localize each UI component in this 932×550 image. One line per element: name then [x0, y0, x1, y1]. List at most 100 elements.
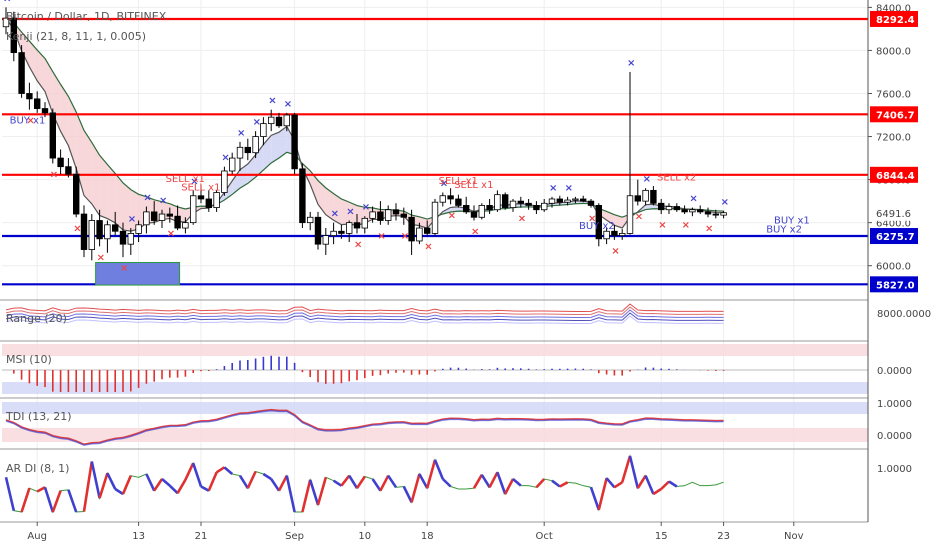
level-badge-bg	[870, 228, 918, 245]
candle	[236, 146, 244, 159]
candle	[65, 166, 72, 175]
candle	[143, 211, 150, 226]
cloud-fill	[279, 126, 287, 159]
sell-marker: ×	[611, 246, 619, 257]
grid	[2, 0, 868, 522]
candle	[182, 222, 189, 229]
ardi-segment	[480, 474, 491, 489]
candle	[2, 17, 10, 28]
buy-marker: ×	[221, 153, 229, 164]
candle	[158, 213, 166, 221]
candle	[377, 211, 384, 221]
tdi-line-blue	[5, 410, 724, 446]
ardi-segment	[644, 475, 655, 495]
cloud-fill	[107, 164, 116, 223]
x-tick-label: 15	[655, 531, 668, 542]
cloud-fill	[614, 214, 623, 228]
candle	[400, 213, 407, 218]
buy-marker: ×	[268, 96, 276, 107]
candle	[486, 205, 493, 211]
candle	[88, 220, 95, 250]
ardi-segment	[223, 466, 234, 475]
buy-marker: ×	[689, 194, 697, 205]
level-badge: 6275.7	[870, 228, 918, 245]
level-badge: 5827.0	[870, 276, 918, 293]
ardi-segment	[43, 486, 55, 513]
buy-marker: ×	[721, 197, 729, 208]
candle	[455, 198, 462, 206]
buy-marker: ×	[346, 207, 354, 218]
buy-marker: ×	[565, 183, 573, 194]
level-badge-bg	[870, 204, 918, 221]
candle	[626, 195, 634, 234]
sell-marker: ×	[97, 252, 105, 263]
ardi-segment	[636, 474, 647, 489]
candle	[361, 217, 368, 229]
candle	[49, 112, 56, 159]
candle	[720, 212, 727, 216]
candle	[416, 227, 423, 242]
candle	[150, 211, 158, 221]
cloud-fill	[263, 135, 272, 171]
x-tick-label: 21	[195, 531, 208, 542]
buy-marker: ×	[331, 209, 339, 220]
candle	[213, 192, 220, 208]
ardi-segment	[348, 474, 359, 489]
candle	[267, 116, 275, 125]
candle	[244, 146, 251, 154]
cloud-fill	[645, 204, 654, 210]
candle	[314, 216, 322, 245]
ardi-segment	[145, 473, 156, 492]
candle	[525, 202, 532, 206]
ardi-segment	[613, 481, 623, 489]
ardi-segment	[418, 473, 429, 489]
ardi-segment	[215, 466, 226, 474]
x-tick-label: 10	[358, 531, 371, 542]
ardi-segment	[4, 477, 16, 511]
candle	[704, 211, 712, 215]
candle	[501, 194, 509, 208]
candle	[291, 114, 298, 170]
candle	[205, 198, 212, 208]
candle	[135, 224, 142, 234]
ardi-segment	[551, 479, 561, 488]
signal-label: BUY x1	[774, 216, 810, 227]
ardi-value-label: 1.0000	[877, 464, 912, 475]
ardi-segment	[668, 480, 678, 488]
candle	[564, 199, 571, 203]
sell-marker: ×	[705, 223, 713, 234]
ardi-segment	[168, 484, 179, 495]
ardi-segment	[98, 472, 109, 499]
x-tick-label: Oct	[536, 531, 553, 542]
price-pane: ×××××××××××××××××××××××××××××××××××××××B…	[2, 0, 868, 286]
sell-marker: ×	[377, 231, 385, 242]
ardi-segment	[106, 472, 117, 490]
candle	[197, 195, 205, 200]
candle	[353, 222, 361, 229]
sell-marker: ×	[26, 116, 34, 127]
ardi-segment	[270, 478, 281, 492]
candle	[392, 209, 400, 215]
candle	[127, 233, 134, 245]
candle	[18, 52, 25, 94]
candle	[104, 224, 111, 240]
buy-marker: ×	[143, 193, 151, 204]
candle	[252, 136, 259, 154]
ardi-segment	[308, 479, 320, 506]
msi-upper-band	[2, 344, 868, 356]
tdi-pane-label: TDI (13, 21)	[5, 410, 72, 423]
ardi-segment	[535, 478, 546, 489]
tdi-lower-band	[2, 428, 868, 442]
ardi-segment	[121, 475, 132, 495]
buy-marker: ×	[362, 202, 370, 213]
candle	[447, 195, 454, 200]
range-line	[5, 309, 724, 318]
tdi-value-top-label: 1.0000	[877, 399, 912, 410]
ardi-segment	[200, 485, 210, 492]
y-tick-label: 6400.0	[876, 219, 911, 230]
ardi-segment	[425, 459, 437, 489]
cloud-fill	[84, 130, 92, 204]
candle	[580, 198, 587, 202]
candle	[587, 200, 595, 206]
buy-marker: ×	[128, 214, 136, 225]
